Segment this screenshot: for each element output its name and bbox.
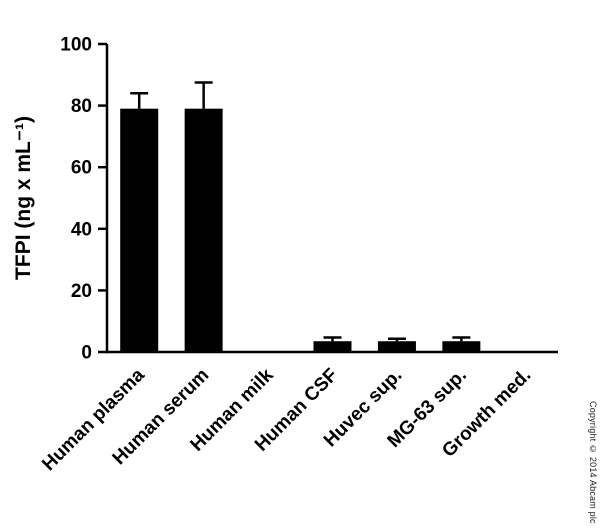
y-tick-label: 40 [71, 219, 92, 240]
bar [120, 108, 159, 353]
copyright-text: Copyright © 2014 Abcam plc [588, 401, 598, 524]
y-tick-label: 60 [71, 158, 92, 179]
y-tick-label: 80 [71, 96, 92, 117]
y-tick-label: 20 [71, 281, 92, 302]
bar [184, 108, 223, 353]
y-tick-label: 100 [60, 35, 92, 56]
y-tick-label: 0 [81, 343, 92, 364]
y-axis-title: TFPI (ng x mL⁻¹) [12, 116, 35, 280]
bar [377, 341, 416, 352]
bar [313, 341, 352, 352]
bar [442, 341, 481, 352]
